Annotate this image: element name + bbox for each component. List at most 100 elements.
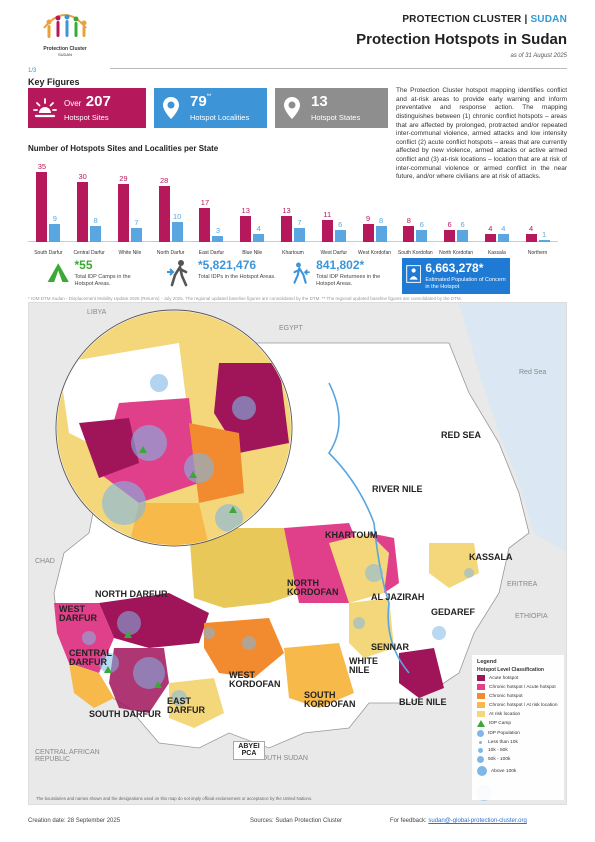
- legend-size: 10k - 50k: [477, 748, 559, 753]
- label-west-darfur: WEST DARFUR: [59, 604, 97, 624]
- label-east-darfur: EAST DARFUR: [167, 696, 205, 716]
- logo-figures-icon: [43, 14, 87, 38]
- bar-sites-value: 4: [529, 224, 534, 233]
- bar-sites-value: 28: [160, 176, 169, 185]
- category-label: Kassala: [487, 250, 506, 256]
- bar-sites-value: 13: [241, 206, 250, 215]
- category-label: South Kordofan: [397, 250, 433, 256]
- category-label: West Darfur: [320, 250, 348, 256]
- bar-sites: [281, 216, 292, 242]
- stat-idp-camps: *55 Total IDP Camps in the Hotspot Areas…: [46, 258, 151, 294]
- label-car: CENTRAL AFRICAN REPUBLIC: [35, 749, 100, 764]
- category-label: Northern: [527, 250, 548, 256]
- category-label: East Darfur: [198, 250, 225, 256]
- bar-localities: [212, 236, 224, 242]
- stat-total-idps: *5,821,476 Total IDPs in the Hotspot Are…: [164, 258, 279, 294]
- cluster-name: PROTECTION CLUSTER | SUDAN: [356, 14, 567, 25]
- label-kassala: KASSALA: [469, 552, 513, 562]
- legend-item: Chronic hotspot / Acute hotspot: [477, 684, 559, 690]
- card3-label: Hotspot States: [311, 113, 361, 123]
- stat3-label: Total IDP Returnees in the Hotspot Areas…: [316, 274, 381, 288]
- label-gedaref: GEDAREF: [431, 607, 476, 617]
- category-label: Central Darfur: [73, 250, 105, 256]
- legend-size: 50k - 100k: [477, 756, 559, 763]
- bar-localities-value: 6: [338, 220, 343, 229]
- bar-localities: [294, 228, 305, 242]
- bar-localities: [375, 226, 387, 242]
- bar-sites-value: 8: [406, 216, 411, 225]
- feedback-email-link[interactable]: sudan@-global-protection-cluster.org: [428, 818, 527, 824]
- label-abyei: ABYEI PCA: [233, 741, 265, 760]
- bar-sites-value: 17: [200, 198, 210, 207]
- label-sennar: SENNAR: [371, 642, 410, 652]
- creation-date: Creation date: 28 September 2025: [28, 818, 121, 824]
- bar-localities-value: 6: [419, 220, 424, 229]
- bar-localities: [130, 228, 142, 242]
- legend-item: At risk location: [477, 711, 559, 717]
- legend-item-camp: IDP Camp: [477, 720, 559, 727]
- bar-sites: [444, 230, 456, 242]
- chart-title: Number of Hotspots Sites and Localities …: [28, 144, 219, 153]
- category-label: Blue Nile: [242, 250, 263, 256]
- label-south-darfur: SOUTH DARFUR: [89, 709, 161, 719]
- stat3-sup: *: [359, 258, 365, 272]
- category-label: North Darfur: [156, 250, 185, 256]
- page-title: Protection Hotspots in Sudan: [356, 31, 567, 48]
- bar-localities-value: 4: [501, 224, 506, 233]
- label-chad: CHAD: [35, 558, 55, 565]
- bar-sites-value: 29: [119, 174, 128, 183]
- logo-line1: Protection Cluster: [43, 46, 87, 52]
- legend-size: Above 100k: [477, 766, 559, 776]
- legend-size: Less than 10k: [477, 740, 559, 745]
- stat4-value: 6,663,278: [425, 261, 479, 275]
- label-ethiopia: ETHIOPIA: [515, 613, 548, 620]
- bar-sites: [525, 234, 537, 242]
- bar-localities: [538, 240, 550, 242]
- legend-item: Chronic hotspot / At risk location: [477, 702, 559, 708]
- label-red-sea: RED SEA: [441, 430, 482, 440]
- legend-title: Legend: [477, 659, 497, 665]
- card2-sup: **: [206, 94, 212, 101]
- key-figures-title: Key Figures: [28, 77, 80, 87]
- bar-sites-value: 13: [282, 206, 291, 215]
- stat4-label: Estimated Population of Concern in the H…: [425, 277, 506, 291]
- category-label: White Nile: [118, 250, 142, 256]
- bar-localities-value: 8: [378, 216, 384, 225]
- camp-icon: [47, 263, 69, 282]
- stat4-sup: *: [478, 261, 484, 275]
- population-icon: [406, 265, 422, 283]
- cluster-country: SUDAN: [530, 14, 567, 25]
- bar-sites: [158, 186, 170, 242]
- card-hotspot-localities: 79** Hotspot Localities: [154, 88, 267, 128]
- card1-prefix: Over: [64, 99, 82, 109]
- stat2-label: Total IDPs in the Hotspot Areas.: [198, 274, 276, 280]
- stat1-value: 55: [79, 258, 93, 272]
- label-central-darfur: CENTRAL DARFUR: [69, 648, 112, 668]
- state-pin-icon: [275, 88, 309, 128]
- label-south-sudan: SOUTH SUDAN: [257, 755, 308, 762]
- returnee-icon: [293, 262, 310, 284]
- bar-sites: [199, 208, 211, 242]
- stat1-sup: *: [74, 258, 80, 272]
- label-north-darfur: NORTH DARFUR: [95, 589, 168, 599]
- stat1-label: Total IDP Camps in the Hotspot Areas.: [74, 274, 131, 288]
- stats-footnote: * IOM DTM Sudan - Displacement Mobility …: [28, 296, 462, 301]
- category-label: Khartoum: [282, 250, 304, 256]
- header-divider: [110, 68, 567, 69]
- bar-localities-value: 8: [93, 216, 98, 225]
- bar-sites-value: 4: [488, 224, 493, 233]
- card3-value: 13: [311, 93, 328, 111]
- card1-label: Hotspot Sites: [64, 113, 109, 123]
- feedback-label: For feedback:: [390, 818, 427, 824]
- label-blue-nile: BLUE NILE: [399, 697, 447, 707]
- map-disclaimer: The boundaries and names shown and the d…: [36, 796, 313, 801]
- logo-line2: SUDAN: [57, 52, 72, 57]
- hotspot-description: The Protection Cluster hotspot mapping i…: [396, 87, 567, 181]
- locality-pin-icon: [154, 88, 188, 128]
- label-khartoum: KHARTOUM: [325, 530, 378, 540]
- card2-value: 79: [190, 93, 207, 111]
- bar-localities: [334, 230, 346, 242]
- bar-localities-value: 10: [173, 212, 182, 221]
- bar-localities: [416, 230, 428, 242]
- map-base: [29, 303, 566, 804]
